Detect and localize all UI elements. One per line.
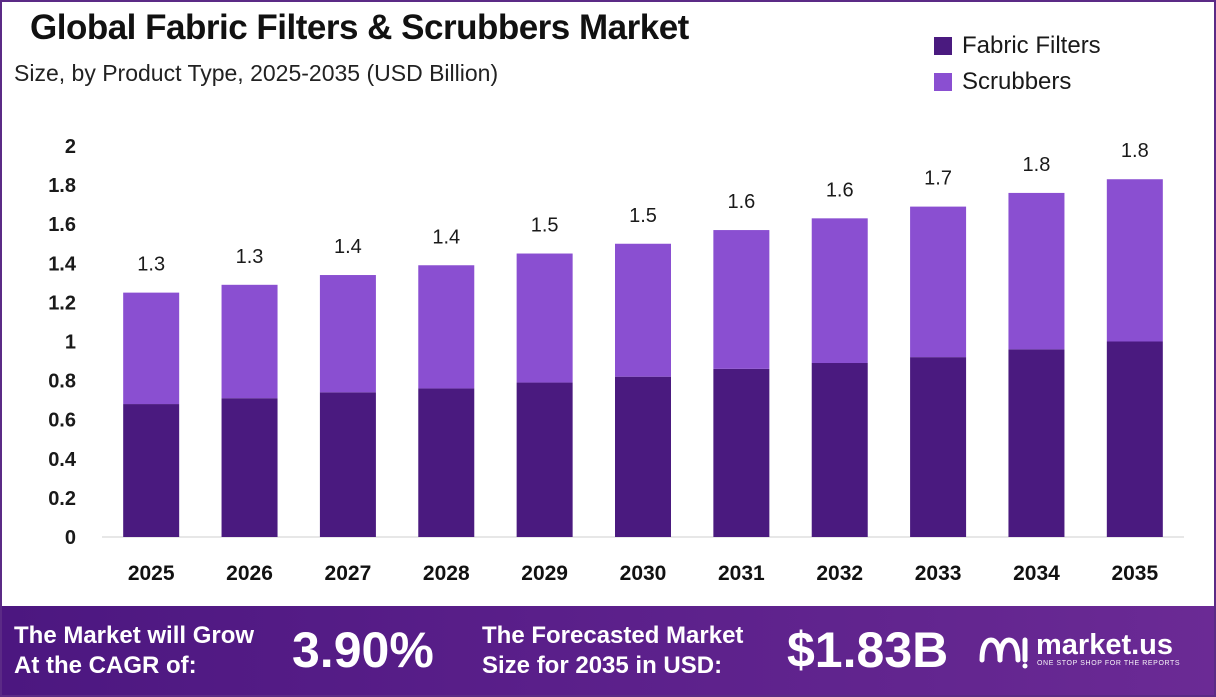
chart-title: Global Fabric Filters & Scrubbers Market bbox=[30, 8, 689, 47]
bar-segment-scrubbers bbox=[418, 265, 475, 389]
y-tick-label: 1 bbox=[65, 332, 76, 354]
bar-segment-fabric-filters bbox=[418, 388, 475, 537]
legend-swatch-scrubbers bbox=[934, 73, 952, 91]
bar-segment-fabric-filters bbox=[516, 382, 573, 537]
forecast-label-line1: The Forecasted Market bbox=[482, 622, 744, 649]
y-tick-label: 0.2 bbox=[48, 488, 76, 510]
market-us-logo: market.us ONE STOP SHOP FOR THE REPORTS bbox=[978, 626, 1206, 678]
bar-segment-scrubbers bbox=[615, 243, 671, 377]
data-label: 1.6 bbox=[826, 179, 854, 201]
bar-segment-scrubbers bbox=[221, 284, 278, 399]
bar-segment-scrubbers bbox=[910, 206, 967, 358]
data-label: 1.8 bbox=[1023, 154, 1051, 176]
data-label: 1.4 bbox=[432, 226, 460, 248]
bar-segment-fabric-filters bbox=[910, 357, 967, 537]
legend-item-scrubbers: Scrubbers bbox=[934, 68, 1101, 96]
bar-segment-scrubbers bbox=[319, 275, 376, 393]
bar-segment-fabric-filters bbox=[221, 398, 278, 537]
market-us-brand-name: market.us bbox=[1036, 629, 1174, 661]
y-tick-label: 0 bbox=[65, 527, 76, 549]
x-tick-label: 2035 bbox=[1111, 562, 1158, 585]
stacked-bar-chart: 0 0.2 0.4 0.6 0.8 1 1.2 1.4 1.6 1.8 2 1.3 2025 1.3 202… bbox=[48, 136, 1184, 585]
y-tick-label: 1.2 bbox=[48, 292, 76, 314]
data-label: 1.8 bbox=[1121, 140, 1149, 162]
cagr-label-line2: At the CAGR of: bbox=[14, 652, 197, 679]
data-label: 1.4 bbox=[334, 236, 362, 258]
market-us-logo-icon bbox=[979, 637, 1028, 669]
cagr-label-line1: The Market will Grow bbox=[14, 622, 255, 649]
bar-segment-fabric-filters bbox=[1008, 349, 1065, 537]
data-label: 1.3 bbox=[236, 246, 264, 268]
x-tick-label: 2033 bbox=[915, 562, 962, 585]
data-label: 1.6 bbox=[727, 191, 755, 213]
x-tick-label: 2031 bbox=[718, 562, 765, 585]
cagr-value: 3.90% bbox=[292, 622, 434, 678]
bar-segment-scrubbers bbox=[516, 253, 573, 383]
forecast-value: $1.83B bbox=[787, 622, 949, 678]
bar-segment-fabric-filters bbox=[1106, 341, 1163, 537]
legend: Fabric Filters Scrubbers bbox=[934, 32, 1101, 96]
bar-segment-fabric-filters bbox=[319, 392, 376, 537]
y-tick-label: 1.6 bbox=[48, 214, 76, 236]
cagr-label: The Market will Grow At the CAGR of: bbox=[14, 621, 254, 681]
y-tick-label: 0.4 bbox=[48, 449, 77, 471]
bar-segment-scrubbers bbox=[1106, 179, 1163, 342]
bar-segment-scrubbers bbox=[123, 292, 180, 405]
y-tick-label: 1.4 bbox=[48, 253, 77, 275]
forecast-label-line2: Size for 2035 in USD: bbox=[482, 652, 723, 679]
bar-segment-scrubbers bbox=[811, 218, 868, 364]
bar-segment-fabric-filters bbox=[123, 404, 180, 537]
x-tick-label: 2028 bbox=[423, 562, 470, 585]
legend-label-fabric-filters: Fabric Filters bbox=[962, 32, 1101, 59]
legend-label-scrubbers: Scrubbers bbox=[962, 68, 1072, 95]
legend-item-fabric-filters: Fabric Filters bbox=[934, 32, 1101, 60]
forecast-label: The Forecasted Market Size for 2035 in U… bbox=[482, 621, 743, 681]
bar-segment-fabric-filters bbox=[615, 376, 671, 537]
x-tick-label: 2030 bbox=[620, 562, 667, 585]
bar-segment-scrubbers bbox=[1008, 192, 1065, 350]
x-tick-label: 2032 bbox=[816, 562, 863, 585]
y-tick-label: 0.6 bbox=[48, 410, 76, 432]
bar-segment-fabric-filters bbox=[713, 368, 770, 537]
x-tick-label: 2027 bbox=[325, 562, 372, 585]
y-tick-label: 2 bbox=[65, 136, 76, 158]
chart-subtitle: Size, by Product Type, 2025-2035 (USD Bi… bbox=[14, 60, 499, 86]
bar-segment-fabric-filters bbox=[811, 363, 868, 537]
data-label: 1.7 bbox=[924, 168, 952, 190]
x-tick-label: 2034 bbox=[1013, 562, 1060, 585]
x-tick-label: 2026 bbox=[226, 562, 273, 585]
data-label: 1.5 bbox=[629, 205, 657, 227]
footer-banner: The Market will Grow At the CAGR of: 3.9… bbox=[2, 606, 1214, 695]
data-label: 1.3 bbox=[137, 254, 165, 276]
legend-swatch-fabric-filters bbox=[934, 37, 952, 55]
y-tick-label: 1.8 bbox=[48, 175, 76, 197]
x-tick-label: 2025 bbox=[128, 562, 175, 585]
bar-segment-scrubbers bbox=[713, 230, 770, 369]
market-us-tagline: ONE STOP SHOP FOR THE REPORTS bbox=[1037, 660, 1181, 667]
y-tick-label: 0.8 bbox=[48, 371, 76, 393]
x-tick-label: 2029 bbox=[521, 562, 568, 585]
data-label: 1.5 bbox=[531, 215, 559, 237]
